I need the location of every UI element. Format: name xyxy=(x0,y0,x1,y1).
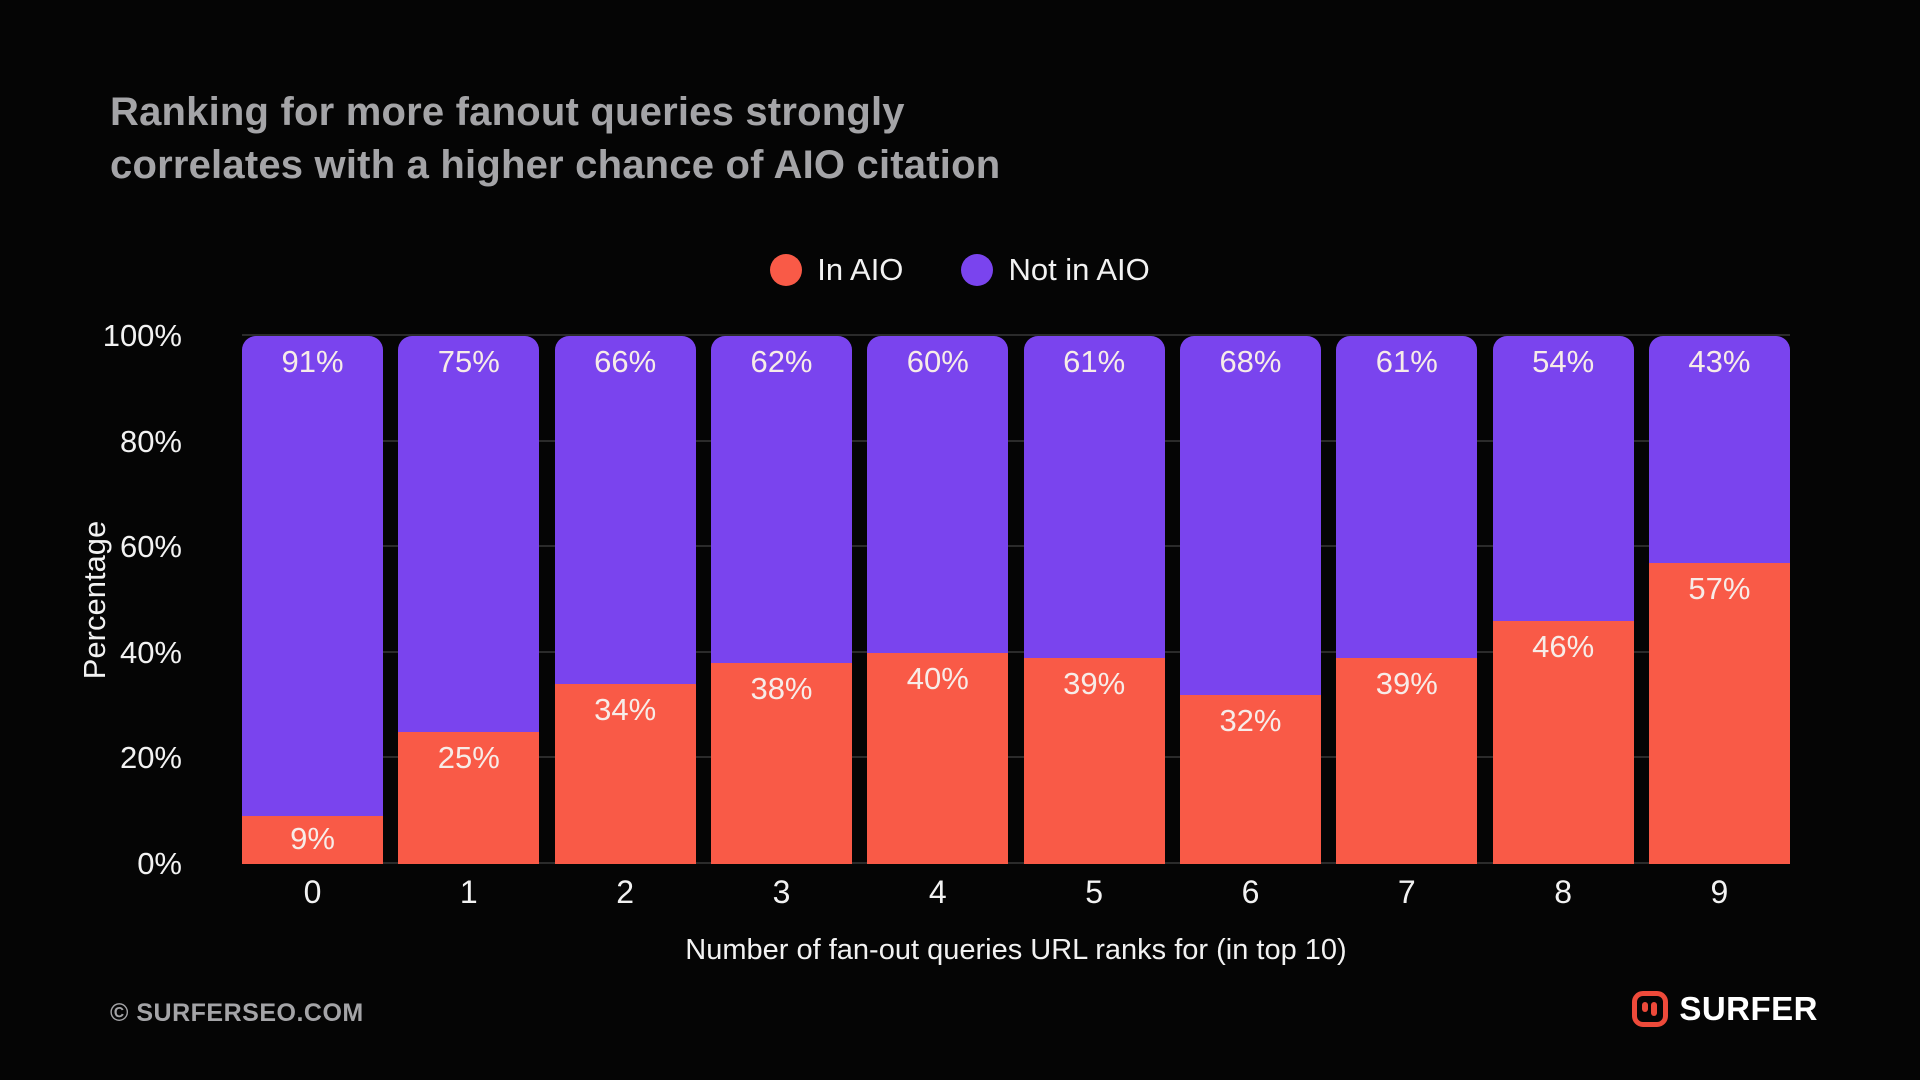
copyright-text: © SURFERSEO.COM xyxy=(110,999,364,1027)
legend-label: In AIO xyxy=(817,252,904,287)
x-tick-label-7: 7 xyxy=(1397,874,1416,910)
bar-9-segment-not-in-aio: 43% xyxy=(1648,336,1790,564)
bar-7-segment-not-in-aio: 61% xyxy=(1336,336,1478,659)
surfer-logo-icon xyxy=(1632,991,1669,1027)
chart-title: Ranking for more fanout queries strongly… xyxy=(110,86,1000,192)
x-tick-label-9: 9 xyxy=(1710,874,1729,910)
bar-5-segment-not-in-aio: 61% xyxy=(1023,336,1165,659)
bar-5-label-in-aio: 39% xyxy=(1063,666,1126,702)
legend-item-1: Not in AIO xyxy=(961,252,1150,288)
bar-0: 9% 91% xyxy=(242,336,383,864)
bar-7-segment-in-aio: 39% xyxy=(1336,658,1478,864)
bar-8-segment-not-in-aio: 54% xyxy=(1492,336,1634,622)
y-tick-label-20: 20% xyxy=(119,740,182,776)
gridline-20 xyxy=(242,756,1790,759)
bar-8: 46% 54% xyxy=(1492,336,1634,864)
legend: In AIO Not in AIO xyxy=(0,252,1920,288)
bar-3-segment-in-aio: 38% xyxy=(710,663,852,864)
gridline-60 xyxy=(242,545,1790,548)
bar-2-segment-not-in-aio: 66% xyxy=(554,336,696,685)
y-tick-label-100: 100% xyxy=(102,318,182,353)
bar-9-label-not-in-aio: 43% xyxy=(1688,344,1751,380)
bar-4-label-in-aio: 40% xyxy=(906,660,969,696)
bar-2-label-in-aio: 34% xyxy=(594,692,657,728)
bar-0-label-not-in-aio: 91% xyxy=(281,344,344,380)
bar-6: 32% 68% xyxy=(1179,336,1321,864)
y-tick-label-0: 0% xyxy=(137,846,182,881)
bar-6-segment-in-aio: 32% xyxy=(1179,695,1321,864)
x-tick-label-4: 4 xyxy=(928,874,947,910)
bar-4-label-not-in-aio: 60% xyxy=(906,344,969,380)
legend-dot-icon xyxy=(961,254,994,286)
bar-3-label-in-aio: 38% xyxy=(750,671,813,707)
bar-8-segment-in-aio: 46% xyxy=(1492,621,1634,864)
bar-1-label-not-in-aio: 75% xyxy=(437,344,500,379)
bar-8-label-not-in-aio: 54% xyxy=(1532,344,1595,380)
gridline-0 xyxy=(242,862,1790,864)
bar-5-segment-in-aio: 39% xyxy=(1023,658,1165,864)
gridline-100 xyxy=(242,334,1790,336)
brand-lockup: SURFER xyxy=(1632,990,1818,1028)
gridline-40 xyxy=(242,650,1790,653)
bar-4: 40% 60% xyxy=(867,336,1009,864)
x-tick-label-3: 3 xyxy=(772,874,791,910)
bar-1: 25% 75% xyxy=(398,336,540,864)
x-tick-label-8: 8 xyxy=(1554,874,1573,910)
x-tick-label-5: 5 xyxy=(1085,874,1104,910)
bar-1-segment-not-in-aio: 75% xyxy=(398,336,540,732)
bar-6-label-in-aio: 32% xyxy=(1219,703,1282,739)
x-axis-ticks: 0 1 2 3 4 5 6 7 8 9 xyxy=(242,874,1790,911)
bar-9: 57% 43% xyxy=(1648,336,1790,864)
x-axis-title: Number of fan-out queries URL ranks for … xyxy=(685,934,1347,966)
gridline-80 xyxy=(242,439,1790,442)
bar-9-label-in-aio: 57% xyxy=(1688,571,1751,607)
bar-2-segment-in-aio: 34% xyxy=(554,684,696,864)
chart-title-line1: Ranking for more fanout queries strongly xyxy=(110,90,905,134)
bar-6-label-not-in-aio: 68% xyxy=(1219,344,1282,380)
bar-2-label-not-in-aio: 66% xyxy=(594,344,657,380)
y-axis-ticks: 0% 20% 40% 60% 80% 100% xyxy=(0,318,182,881)
legend-dot-icon xyxy=(770,254,803,286)
x-tick-label-0: 0 xyxy=(303,874,322,910)
bar-5: 39% 61% xyxy=(1023,336,1165,864)
y-tick-label-80: 80% xyxy=(119,423,182,459)
bar-3-label-not-in-aio: 62% xyxy=(750,344,813,380)
legend-label: Not in AIO xyxy=(1008,252,1150,287)
brand-name: SURFER xyxy=(1679,990,1818,1027)
bar-1-label-in-aio: 25% xyxy=(437,740,500,775)
x-tick-label-2: 2 xyxy=(616,874,635,910)
bar-1-segment-in-aio: 25% xyxy=(398,732,540,864)
legend-item-0: In AIO xyxy=(770,252,903,288)
bar-0-segment-not-in-aio: 91% xyxy=(242,336,383,817)
bar-7-label-in-aio: 39% xyxy=(1375,666,1438,702)
chart-title-line2: correlates with a higher chance of AIO c… xyxy=(110,143,1001,187)
bar-3-segment-not-in-aio: 62% xyxy=(710,336,852,664)
x-tick-label-1: 1 xyxy=(459,874,478,910)
bar-7-label-not-in-aio: 61% xyxy=(1375,344,1438,380)
y-tick-label-40: 40% xyxy=(119,634,182,670)
bar-2: 34% 66% xyxy=(554,336,696,864)
bar-9-segment-in-aio: 57% xyxy=(1648,563,1790,864)
bar-4-segment-not-in-aio: 60% xyxy=(867,336,1009,653)
bar-7: 39% 61% xyxy=(1336,336,1478,864)
bar-6-segment-not-in-aio: 68% xyxy=(1179,336,1321,696)
bar-8-label-in-aio: 46% xyxy=(1532,629,1595,665)
bar-3: 38% 62% xyxy=(710,336,852,864)
bar-0-label-in-aio: 9% xyxy=(290,821,335,857)
y-tick-label-60: 60% xyxy=(119,529,182,565)
bar-0-segment-in-aio: 9% xyxy=(242,816,383,864)
plot-area: 9% 91% 25% 75% 34% 66% 38% 62% 40% 60% 39% 61% 32% 68… xyxy=(242,334,1790,864)
x-tick-label-6: 6 xyxy=(1241,874,1260,910)
bars-container: 9% 91% 25% 75% 34% 66% 38% 62% 40% 60% 39% 61% 32% 68… xyxy=(242,336,1790,864)
bar-5-label-not-in-aio: 61% xyxy=(1063,344,1126,380)
bar-4-segment-in-aio: 40% xyxy=(867,652,1009,864)
